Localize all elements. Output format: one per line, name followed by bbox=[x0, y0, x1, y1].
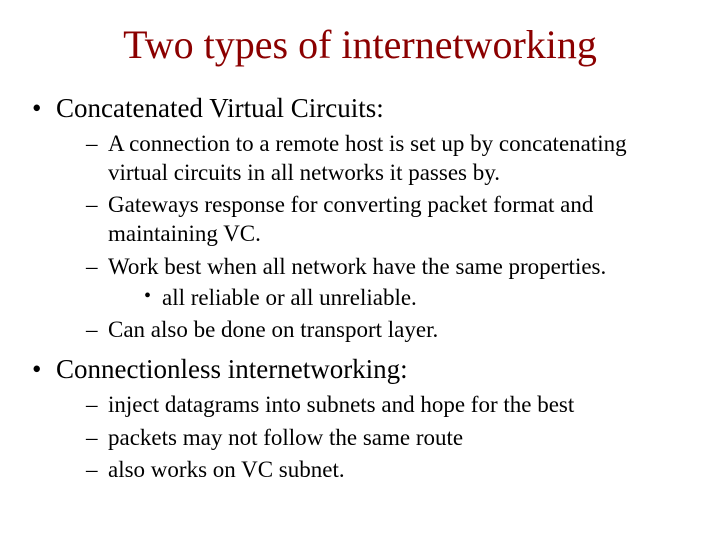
list-item: A connection to a remote host is set up … bbox=[86, 130, 692, 188]
bullet-list-level3: all reliable or all unreliable. bbox=[108, 284, 692, 313]
bullet-list-level1: Concatenated Virtual Circuits: A connect… bbox=[28, 92, 692, 485]
list-item-text: Gateways response for converting packet … bbox=[108, 192, 593, 246]
list-item: also works on VC subnet. bbox=[86, 456, 692, 485]
list-item-text: all reliable or all unreliable. bbox=[162, 285, 417, 310]
list-item-text: Work best when all network have the same… bbox=[108, 254, 606, 279]
list-item: Work best when all network have the same… bbox=[86, 253, 692, 313]
list-item-text: packets may not follow the same route bbox=[108, 425, 463, 450]
list-item-text: inject datagrams into subnets and hope f… bbox=[108, 392, 574, 417]
list-item: inject datagrams into subnets and hope f… bbox=[86, 391, 692, 420]
slide: Two types of internetworking Concatenate… bbox=[0, 0, 720, 540]
list-item: Gateways response for converting packet … bbox=[86, 191, 692, 249]
list-item: all reliable or all unreliable. bbox=[144, 284, 692, 313]
section-heading-text: Connectionless internetworking: bbox=[56, 354, 408, 384]
section-heading: Connectionless internetworking: inject d… bbox=[28, 353, 692, 485]
list-item: packets may not follow the same route bbox=[86, 424, 692, 453]
bullet-list-level2: inject datagrams into subnets and hope f… bbox=[56, 391, 692, 485]
list-item: Can also be done on transport layer. bbox=[86, 316, 692, 345]
section-heading: Concatenated Virtual Circuits: A connect… bbox=[28, 92, 692, 345]
bullet-list-level2: A connection to a remote host is set up … bbox=[56, 130, 692, 345]
list-item-text: Can also be done on transport layer. bbox=[108, 317, 438, 342]
slide-title: Two types of internetworking bbox=[28, 22, 692, 68]
section-heading-text: Concatenated Virtual Circuits: bbox=[56, 93, 384, 123]
list-item-text: A connection to a remote host is set up … bbox=[108, 131, 627, 185]
list-item-text: also works on VC subnet. bbox=[108, 457, 345, 482]
